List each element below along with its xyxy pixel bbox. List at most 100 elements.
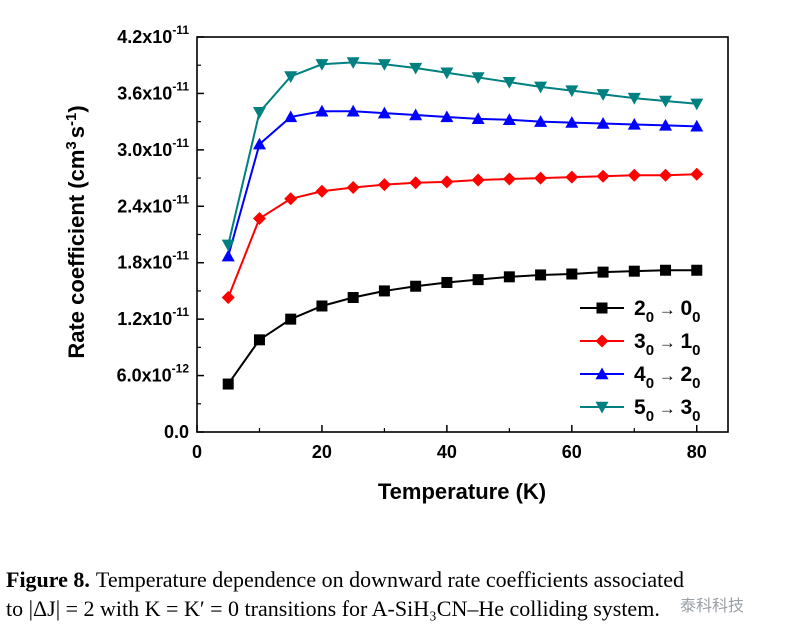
caption-line-1: Temperature dependence on downward rate … <box>95 567 685 592</box>
rate-coefficient-chart: 0.0 6.0x10-12 1.2x10-11 1.8x10-11 2.4x10-11 3… <box>63 23 729 504</box>
series-3 <box>221 104 704 262</box>
x-tick-label: 40 <box>437 442 457 462</box>
data-point <box>284 71 298 83</box>
data-point <box>565 170 579 184</box>
data-point <box>596 169 610 183</box>
data-point <box>627 92 641 105</box>
y-axis-title-main: Rate coefficient (cm <box>64 150 89 359</box>
legend-item: 40 → 20 <box>580 363 701 392</box>
series-line <box>227 269 697 385</box>
y-tick-label: 2.4x10-11 <box>117 192 189 216</box>
data-point <box>595 367 609 380</box>
data-point <box>660 264 672 276</box>
data-point <box>315 104 329 117</box>
plot-border <box>196 36 729 433</box>
data-point <box>377 106 391 119</box>
series-4 <box>221 57 704 252</box>
data-point <box>252 137 266 150</box>
legend-label: 50 → 30 <box>634 396 701 425</box>
data-point <box>346 57 360 69</box>
x-tick-label: 60 <box>562 442 582 462</box>
data-point <box>565 116 579 128</box>
data-point <box>440 110 454 123</box>
data-point <box>690 167 704 181</box>
x-tick-labels: 0 20 40 60 80 <box>192 442 707 462</box>
data-point <box>377 178 391 192</box>
data-point <box>252 212 266 226</box>
axis-ticks <box>196 36 698 433</box>
data-point <box>534 81 548 94</box>
data-point <box>222 378 234 390</box>
data-point <box>409 108 423 121</box>
caption-line-2: to |ΔJ| = 2 with K = K′ = 0 transitions … <box>6 596 660 621</box>
y-tick-label: 1.8x10-11 <box>117 249 189 273</box>
data-point <box>378 285 390 297</box>
data-point <box>347 292 359 304</box>
data-point <box>690 98 704 111</box>
data-point <box>627 168 641 182</box>
data-point <box>221 291 235 305</box>
data-point <box>596 89 610 101</box>
x-tick-label: 0 <box>192 442 202 462</box>
y-axis-title-end: ) <box>64 105 89 112</box>
series-layer <box>221 57 704 390</box>
data-point <box>659 168 673 182</box>
data-point <box>440 67 454 80</box>
data-point <box>377 59 391 71</box>
legend-label: 30 → 10 <box>634 330 701 359</box>
data-point <box>502 113 516 125</box>
data-point <box>502 76 516 89</box>
data-point <box>471 112 485 125</box>
watermark-text: 泰科科技 <box>680 596 745 615</box>
data-point <box>410 280 422 292</box>
data-point <box>597 266 609 278</box>
data-point <box>595 334 609 348</box>
data-point <box>252 107 266 119</box>
data-point <box>691 264 703 276</box>
plot-area <box>196 36 729 433</box>
data-point <box>346 104 360 117</box>
legend-item: 20 → 00 <box>580 297 701 326</box>
figure-caption: Figure 8. Temperature dependence on downw… <box>6 565 798 623</box>
data-point <box>284 110 298 123</box>
data-point <box>315 184 329 198</box>
data-point <box>471 173 485 187</box>
series-2 <box>221 167 704 305</box>
data-point <box>285 313 297 325</box>
legend-label: 20 → 00 <box>634 297 701 326</box>
legend-item: 50 → 30 <box>580 396 701 425</box>
legend-label: 40 → 20 <box>634 363 701 392</box>
y-axis-title: Rate coefficient (cm3 s-1) <box>63 105 89 358</box>
data-point <box>472 274 484 286</box>
data-point <box>409 176 423 190</box>
data-point <box>659 118 673 131</box>
data-point <box>595 401 609 414</box>
x-axis-title: Temperature (K) <box>378 479 546 504</box>
data-point <box>502 172 516 186</box>
y-axis-title-sup1: 3 <box>63 141 80 149</box>
data-point <box>471 72 485 84</box>
data-point <box>566 268 578 280</box>
data-point <box>659 95 673 108</box>
data-point <box>409 62 423 75</box>
y-tick-labels: 0.0 6.0x10-12 1.2x10-11 1.8x10-11 2.4x10-11 3… <box>117 23 190 442</box>
data-point <box>316 300 328 312</box>
x-tick-label: 20 <box>312 442 332 462</box>
data-point <box>690 119 704 132</box>
y-axis-title-mid: s <box>64 126 89 138</box>
series-line <box>227 110 697 257</box>
y-tick-label: 3.6x10-11 <box>117 79 189 103</box>
data-point <box>565 85 579 98</box>
data-point <box>534 115 548 127</box>
data-point <box>627 117 641 130</box>
legend-item: 30 → 10 <box>580 330 701 359</box>
data-point <box>253 334 265 346</box>
y-axis-title-sup2: -1 <box>63 113 80 126</box>
x-tick-label: 80 <box>687 442 707 462</box>
series-line <box>227 173 697 298</box>
data-point <box>535 269 547 281</box>
data-point <box>221 249 235 262</box>
data-point <box>346 180 360 194</box>
data-point <box>221 239 235 252</box>
caption-label: Figure 8. <box>6 567 90 592</box>
